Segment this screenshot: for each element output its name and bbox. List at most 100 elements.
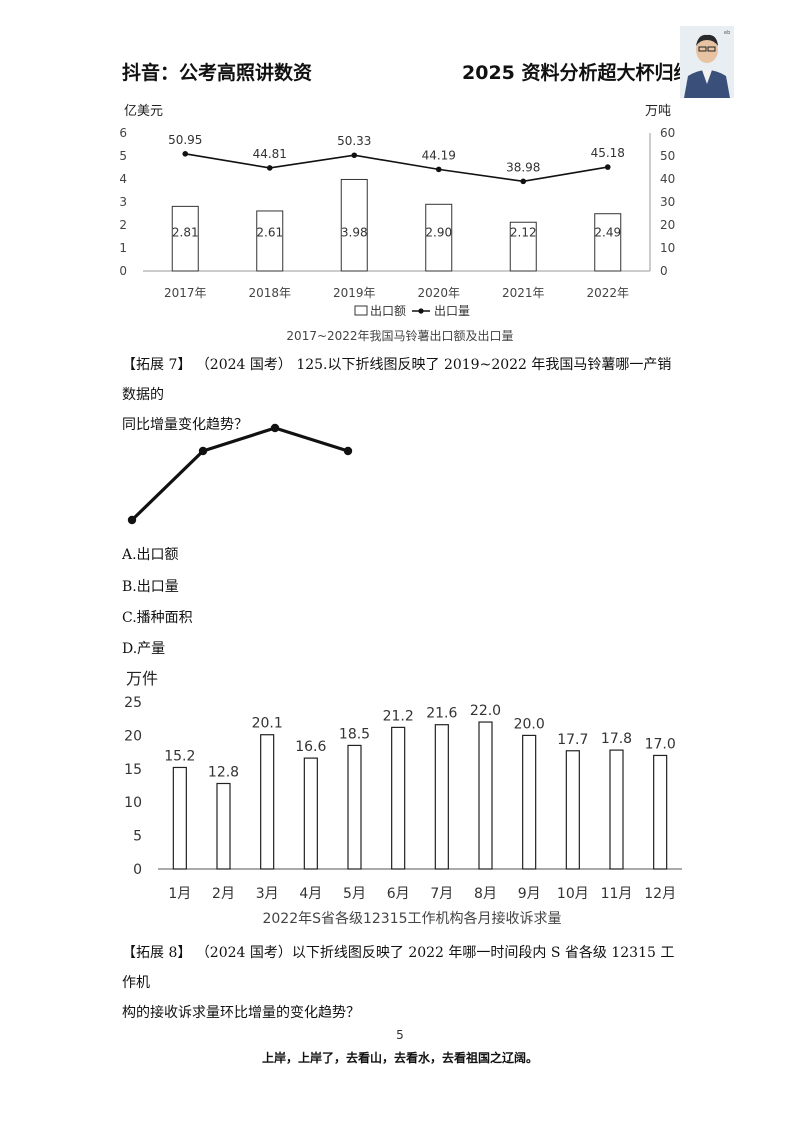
y-tick-label: 15 — [124, 762, 142, 778]
x-tick-label: 7月 — [430, 886, 453, 902]
bar-data-label: 15.2 — [164, 748, 195, 764]
question-7-line2: 同比增量变化趋势？ — [122, 417, 248, 433]
x-tick-label: 12月 — [644, 886, 676, 902]
left-tick-label: 4 — [119, 172, 127, 186]
bar-data-label: 17.7 — [557, 732, 588, 748]
bar-data-label: 3.98 — [341, 226, 368, 240]
right-tick-label: 60 — [660, 126, 675, 140]
option-b: B.出口量 — [122, 579, 179, 595]
x-tick-label: 2022年 — [586, 286, 629, 300]
page-number: 5 — [396, 1028, 404, 1042]
month-bar — [522, 734, 537, 870]
y-tick-label: 20 — [124, 728, 142, 744]
left-axis-unit: 亿美元 — [124, 104, 163, 119]
month-bar — [303, 757, 318, 870]
bar-data-label: 20.1 — [252, 716, 283, 732]
bar-data-label: 17.8 — [601, 731, 632, 747]
line-data-label: 44.19 — [422, 148, 456, 162]
x-tick-label: 2018年 — [248, 286, 291, 300]
x-tick-label: 10月 — [557, 886, 589, 902]
line-data-label: 44.81 — [253, 147, 287, 161]
left-tick-label: 6 — [119, 126, 127, 140]
bar-data-label: 18.5 — [339, 726, 370, 742]
bar-export-value — [340, 178, 368, 272]
monthly-complaints-bar-chart: 万件 0 5 10 15 20 25 15.2 1月 12.8 2月 20.1 3月 16.6 4月 18.5… — [124, 669, 682, 927]
x-tick-label: 8月 — [474, 886, 497, 902]
trend-point — [127, 515, 137, 525]
bar-data-label: 2.81 — [172, 226, 199, 240]
left-tick-label: 1 — [119, 241, 127, 255]
line-point — [604, 164, 611, 170]
line-data-label: 38.98 — [506, 160, 540, 174]
legend-bar-label: 出口额 — [370, 304, 406, 318]
trend-point — [198, 446, 208, 456]
right-tick-label: 30 — [660, 195, 675, 209]
legend-line-label: 出口量 — [434, 304, 470, 318]
month-bar — [434, 724, 449, 870]
x-tick-label: 2月 — [212, 886, 235, 902]
y-tick-label: 10 — [124, 795, 142, 811]
left-tick-label: 0 — [119, 264, 127, 278]
trend-point — [270, 423, 280, 433]
question-8-line2: 构的接收诉求量环比增量的变化趋势？ — [122, 1005, 360, 1021]
x-tick-label: 9月 — [518, 886, 541, 902]
trend-point — [343, 446, 353, 456]
month-bar — [347, 744, 362, 870]
left-tick-label: 3 — [119, 195, 127, 209]
header-right-title: 2025 资料分析超大杯归纳 — [462, 62, 693, 84]
x-tick-label: 6月 — [387, 886, 410, 902]
question-7-line1: 【拓展 7】 （2024 国考） 125.以下折线图反映了 2019~2022 … — [122, 357, 672, 403]
line-data-label: 50.33 — [337, 134, 371, 148]
bar-export-value — [256, 210, 284, 272]
chart-title: 2017~2022年我国马铃薯出口额及出口量 — [286, 328, 513, 343]
x-tick-label: 4月 — [299, 886, 322, 902]
question-8-line1: 【拓展 8】 （2024 国考）以下折线图反映了 2022 年哪一时间段内 S … — [122, 945, 675, 991]
month-bar — [478, 721, 493, 870]
month-bar — [391, 726, 406, 870]
month-bar — [653, 754, 668, 870]
bar-export-value — [509, 221, 537, 272]
bar-data-label: 16.6 — [295, 739, 326, 755]
bar-data-label: 2.12 — [510, 226, 537, 240]
y-tick-label: 0 — [133, 862, 142, 878]
header-left-title: 抖音：公考高照讲数资 — [122, 62, 313, 84]
y-tick-label: 25 — [124, 695, 142, 711]
x-tick-label: 3月 — [256, 886, 279, 902]
bar-export-value — [425, 203, 453, 272]
question-7: 【拓展 7】 （2024 国考） 125.以下折线图反映了 2019~2022 … — [122, 350, 682, 440]
right-tick-label: 50 — [660, 149, 675, 163]
month-bar — [216, 782, 231, 870]
line-point — [435, 166, 442, 173]
bar-data-label: 17.0 — [645, 736, 676, 752]
x-tick-label: 2021年 — [502, 286, 545, 300]
option-d: D.产量 — [122, 641, 166, 657]
bar-export-value — [594, 213, 622, 272]
bar-data-label: 21.2 — [383, 708, 414, 724]
line-data-label: 50.95 — [168, 133, 202, 147]
option-a: A.出口额 — [122, 547, 179, 563]
month-bar — [565, 750, 580, 870]
bar-export-value — [171, 205, 199, 272]
month-bar — [172, 766, 187, 870]
x-tick-label: 5月 — [343, 886, 366, 902]
question-8: 【拓展 8】 （2024 国考）以下折线图反映了 2022 年哪一时间段内 S … — [122, 938, 682, 1028]
bar-data-label: 2.90 — [425, 226, 452, 240]
line-point — [351, 152, 358, 159]
option-c: C.播种面积 — [122, 610, 193, 626]
month-bar — [260, 734, 275, 870]
bar-data-label: 20.0 — [514, 716, 545, 732]
line-point — [520, 178, 527, 185]
right-tick-label: 10 — [660, 241, 675, 255]
left-tick-label: 2 — [119, 218, 127, 232]
x-tick-label: 1月 — [168, 886, 191, 902]
bar-data-label: 12.8 — [208, 764, 239, 780]
x-tick-label: 11月 — [601, 886, 633, 902]
x-tick-label: 2019年 — [333, 286, 376, 300]
legend-bar-swatch — [354, 305, 368, 316]
trend-line — [130, 426, 349, 522]
line-data-label: 45.18 — [591, 146, 625, 160]
right-tick-label: 40 — [660, 172, 675, 186]
bar-data-label: 2.61 — [256, 226, 283, 240]
bar-data-label: 2.49 — [594, 226, 621, 240]
